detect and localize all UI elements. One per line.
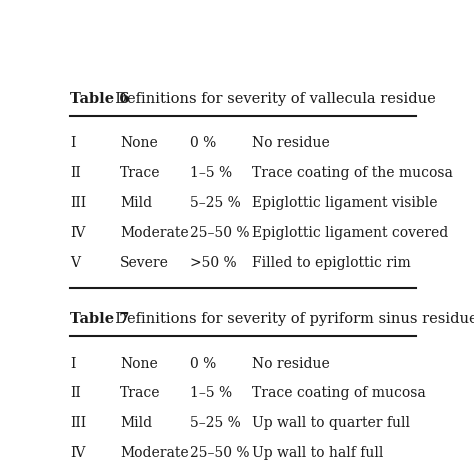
Text: I: I [70, 356, 76, 371]
Text: Trace coating of mucosa: Trace coating of mucosa [252, 386, 426, 401]
Text: 25–50 %: 25–50 % [190, 226, 249, 240]
Text: Up wall to quarter full: Up wall to quarter full [252, 416, 410, 430]
Text: 5–25 %: 5–25 % [190, 196, 240, 210]
Text: Epiglottic ligament covered: Epiglottic ligament covered [252, 226, 448, 240]
Text: II: II [70, 386, 81, 401]
Text: II: II [70, 166, 81, 181]
Text: Mild: Mild [120, 416, 152, 430]
Text: IV: IV [70, 226, 86, 240]
Text: IV: IV [70, 447, 86, 460]
Text: 5–25 %: 5–25 % [190, 416, 240, 430]
Text: 25–50 %: 25–50 % [190, 447, 249, 460]
Text: Severe: Severe [120, 256, 169, 270]
Text: No residue: No residue [252, 137, 330, 150]
Text: Definitions for severity of pyriform sinus residue: Definitions for severity of pyriform sin… [106, 311, 474, 326]
Text: Trace coating of the mucosa: Trace coating of the mucosa [252, 166, 453, 181]
Text: III: III [70, 196, 86, 210]
Text: Up wall to half full: Up wall to half full [252, 447, 383, 460]
Text: Filled to epiglottic rim: Filled to epiglottic rim [252, 256, 411, 270]
Text: Trace: Trace [120, 166, 160, 181]
Text: Moderate: Moderate [120, 447, 189, 460]
Text: I: I [70, 137, 76, 150]
Text: Mild: Mild [120, 196, 152, 210]
Text: Trace: Trace [120, 386, 160, 401]
Text: 1–5 %: 1–5 % [190, 166, 232, 181]
Text: None: None [120, 356, 158, 371]
Text: 1–5 %: 1–5 % [190, 386, 232, 401]
Text: 0 %: 0 % [190, 137, 216, 150]
Text: Table 7: Table 7 [70, 311, 130, 326]
Text: Table 6: Table 6 [70, 91, 130, 106]
Text: 0 %: 0 % [190, 356, 216, 371]
Text: III: III [70, 416, 86, 430]
Text: >50 %: >50 % [190, 256, 236, 270]
Text: Moderate: Moderate [120, 226, 189, 240]
Text: Epiglottic ligament visible: Epiglottic ligament visible [252, 196, 438, 210]
Text: Definitions for severity of vallecula residue: Definitions for severity of vallecula re… [106, 91, 436, 106]
Text: V: V [70, 256, 80, 270]
Text: None: None [120, 137, 158, 150]
Text: No residue: No residue [252, 356, 330, 371]
